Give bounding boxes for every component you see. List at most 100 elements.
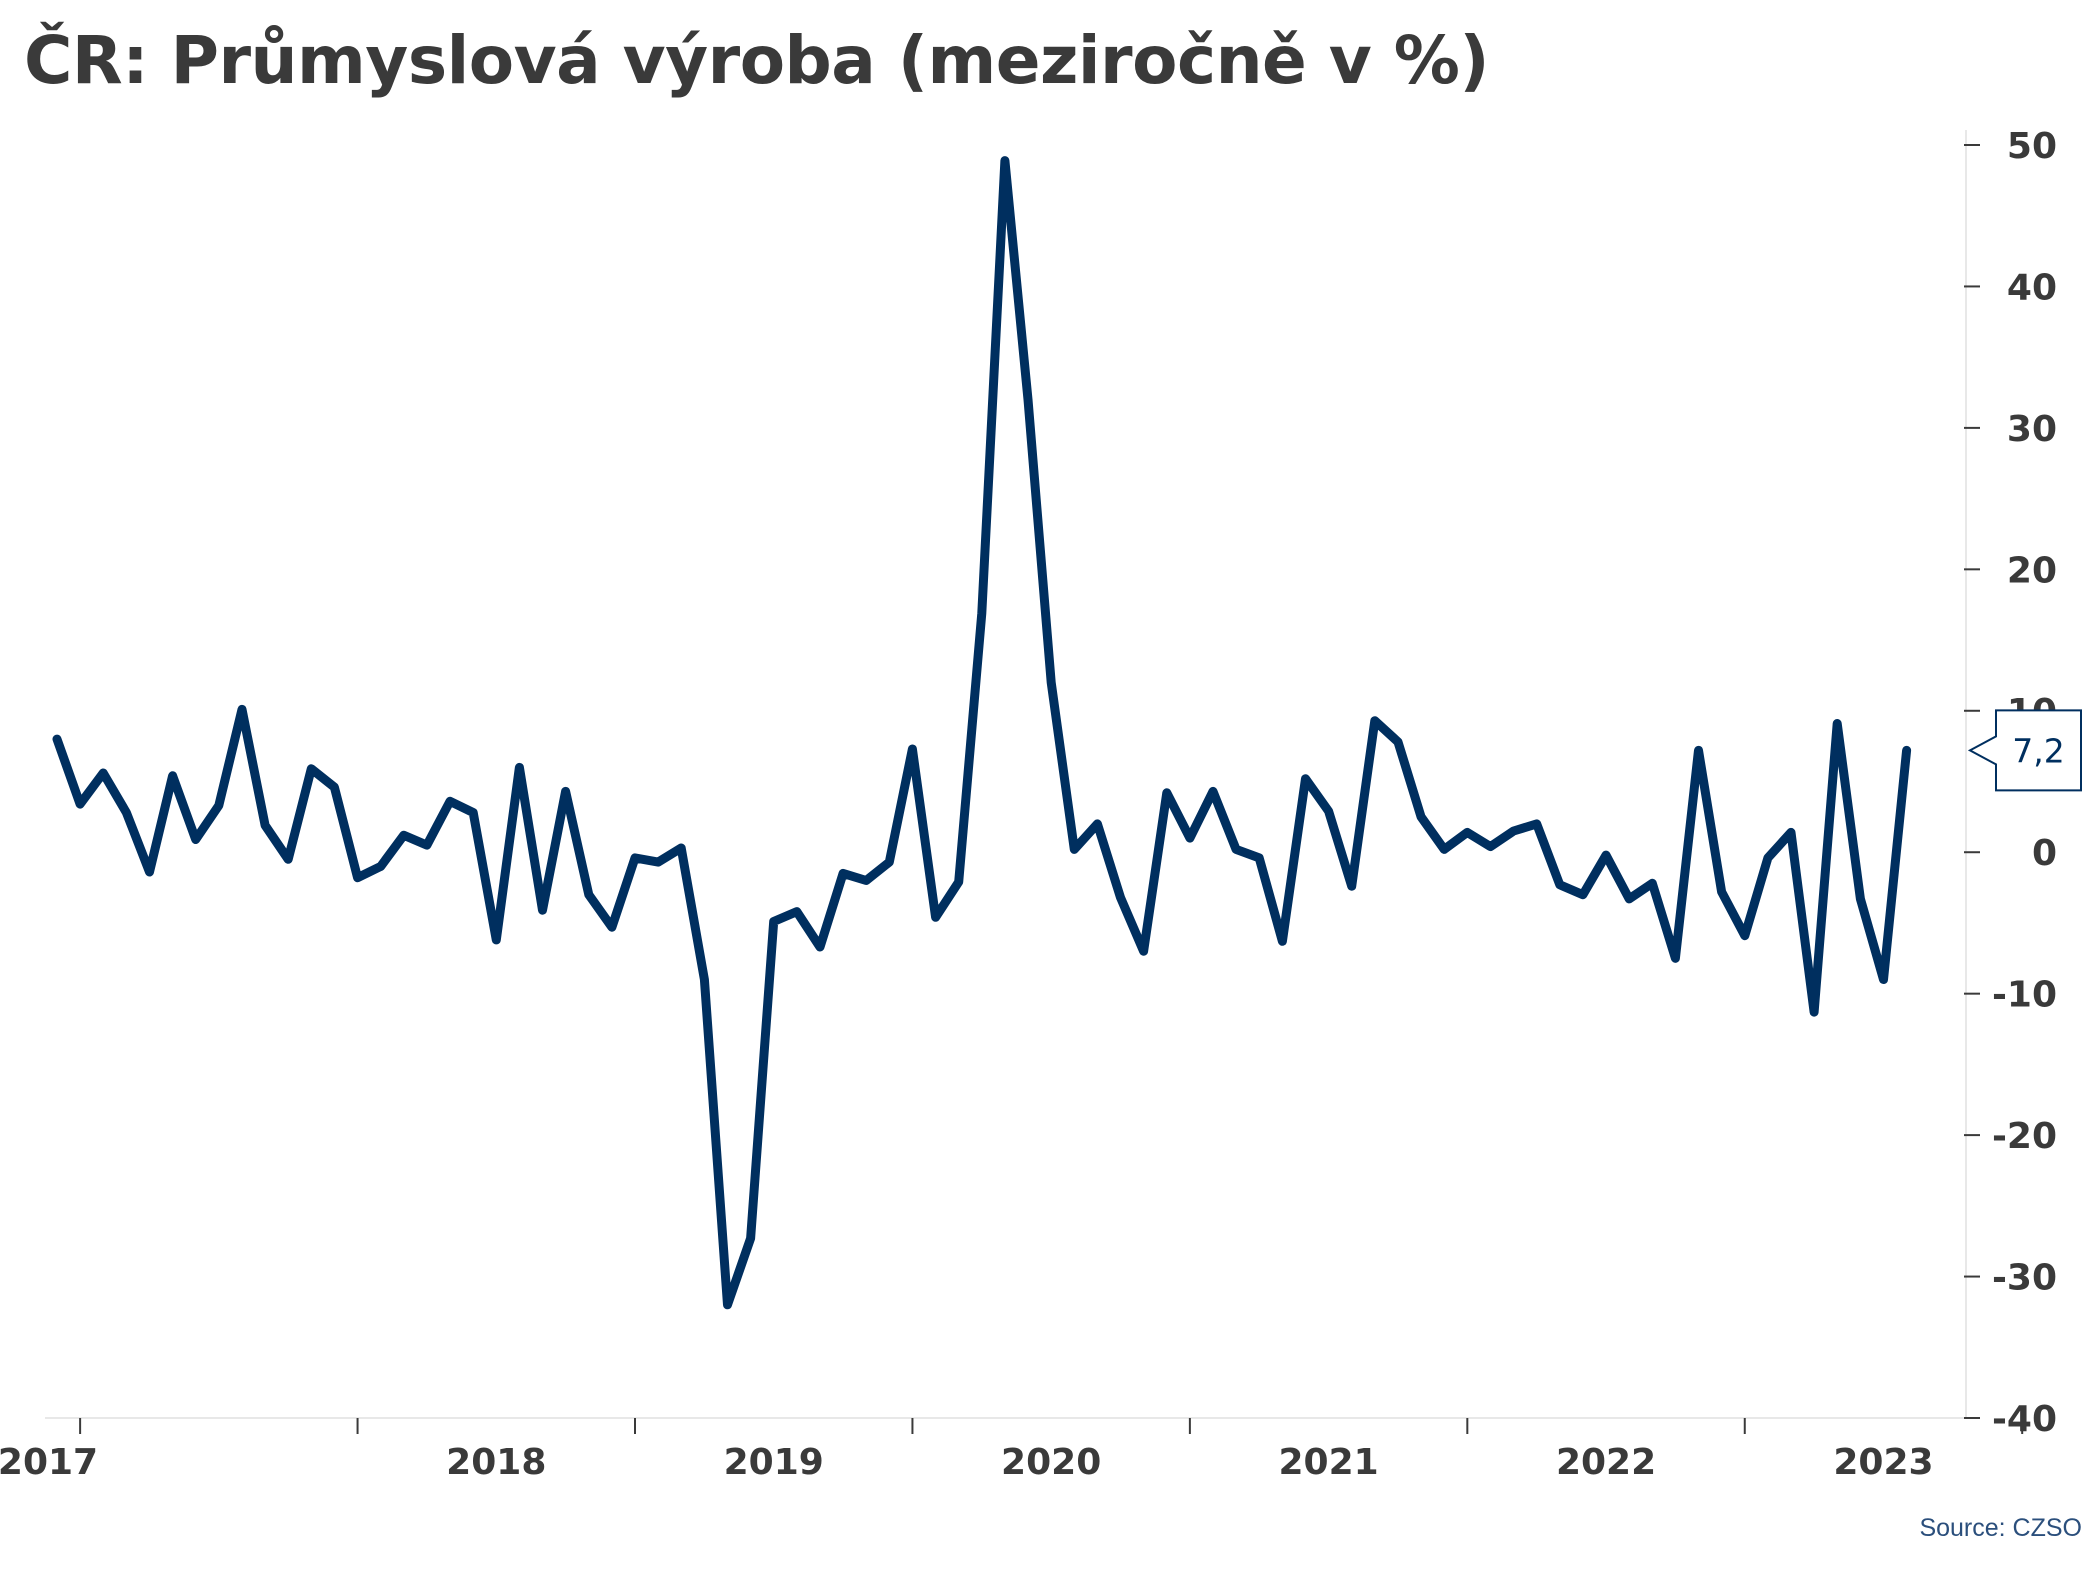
data-point <box>1303 776 1309 782</box>
data-point <box>216 803 222 809</box>
data-point <box>100 770 106 776</box>
data-point <box>1141 948 1147 954</box>
data-point <box>1834 721 1840 727</box>
data-point <box>956 879 962 885</box>
x-tick-label: 2021 <box>1278 1442 1378 1483</box>
data-point <box>1742 933 1748 939</box>
data-point <box>1672 955 1678 961</box>
data-point <box>1603 852 1609 858</box>
data-point <box>1071 846 1077 852</box>
last-value-callout: 7,2 <box>1967 709 2082 792</box>
y-tick-label: 20 <box>2007 550 2057 591</box>
axes <box>45 130 2024 1434</box>
y-tick-label: 50 <box>2007 126 2057 167</box>
data-point <box>1256 855 1262 861</box>
y-tick-label: 30 <box>2007 409 2057 450</box>
data-point <box>840 870 846 876</box>
data-point <box>563 788 569 794</box>
data-point <box>239 706 245 712</box>
data-point <box>771 919 777 925</box>
data-point <box>1210 788 1216 794</box>
data-point <box>170 773 176 779</box>
data-point <box>863 878 869 884</box>
data-point <box>1696 747 1702 753</box>
data-point <box>886 859 892 865</box>
data-point <box>701 977 707 983</box>
data-point <box>1487 844 1493 850</box>
data-point <box>1580 892 1586 898</box>
data-point <box>123 810 129 816</box>
data-point <box>609 924 615 930</box>
chart-title: ČR: Průmyslová výroba (meziročně v %) <box>24 22 1490 99</box>
data-point <box>678 845 684 851</box>
data-point <box>401 832 407 838</box>
x-tick-label: 2023 <box>1833 1442 1933 1483</box>
data-point <box>1811 1009 1817 1015</box>
tick-labels: 50403020100-10-20-30-4020172018201920202… <box>0 126 2057 1483</box>
data-point <box>586 892 592 898</box>
y-tick-label: 0 <box>2032 833 2057 874</box>
data-point <box>1187 835 1193 841</box>
data-point <box>1164 790 1170 796</box>
data-point <box>1094 821 1100 827</box>
data-point <box>1441 846 1447 852</box>
data-point <box>1649 880 1655 886</box>
series-line-industrial-production <box>52 156 1912 1310</box>
y-tick-label: -20 <box>1992 1116 2057 1157</box>
data-point <box>1511 828 1517 834</box>
data-point <box>424 842 430 848</box>
data-point <box>817 944 823 950</box>
data-point <box>147 869 153 875</box>
data-point <box>1765 855 1771 861</box>
x-tick-label: 2018 <box>446 1442 546 1483</box>
series-points <box>54 158 1910 1308</box>
last-value-box <box>1967 709 2082 792</box>
data-point <box>1904 747 1910 753</box>
y-tick-label: -30 <box>1992 1258 2057 1299</box>
data-point <box>447 798 453 804</box>
source-label: Source: CZSO <box>1919 1514 2082 1542</box>
data-point <box>1025 397 1031 403</box>
y-tick-label: 40 <box>2007 267 2057 308</box>
data-point <box>54 736 60 742</box>
data-point <box>909 746 915 752</box>
data-point <box>632 855 638 861</box>
data-point <box>1557 882 1563 888</box>
data-point <box>1048 680 1054 686</box>
data-point <box>725 1302 731 1308</box>
data-point <box>1881 977 1887 983</box>
data-point <box>193 837 199 843</box>
data-point <box>1464 829 1470 835</box>
data-point <box>77 801 83 807</box>
data-point <box>1418 814 1424 820</box>
data-point <box>1372 718 1378 724</box>
data-point <box>470 810 476 816</box>
x-tick-label: 2017 <box>0 1442 98 1483</box>
x-tick-label: 2019 <box>724 1442 824 1483</box>
data-point <box>516 764 522 770</box>
data-point <box>493 937 499 943</box>
data-point <box>655 859 661 865</box>
data-point <box>933 914 939 920</box>
data-point <box>1279 938 1285 944</box>
y-tick-label: -40 <box>1992 1399 2057 1440</box>
data-point <box>1857 896 1863 902</box>
data-point <box>378 863 384 869</box>
data-point <box>1719 889 1725 895</box>
data-point <box>1534 821 1540 827</box>
last-value-label: 7,2 <box>2012 731 2064 770</box>
data-point <box>262 822 268 828</box>
data-point <box>1118 895 1124 901</box>
data-point <box>540 907 546 913</box>
data-point <box>1002 158 1008 164</box>
data-point <box>1233 846 1239 852</box>
data-point <box>794 909 800 915</box>
x-tick-label: 2022 <box>1556 1442 1656 1483</box>
data-point <box>331 784 337 790</box>
data-point <box>308 766 314 772</box>
data-point <box>748 1235 754 1241</box>
x-tick-label: 2020 <box>1001 1442 1101 1483</box>
data-point <box>1788 829 1794 835</box>
data-point <box>355 875 361 881</box>
